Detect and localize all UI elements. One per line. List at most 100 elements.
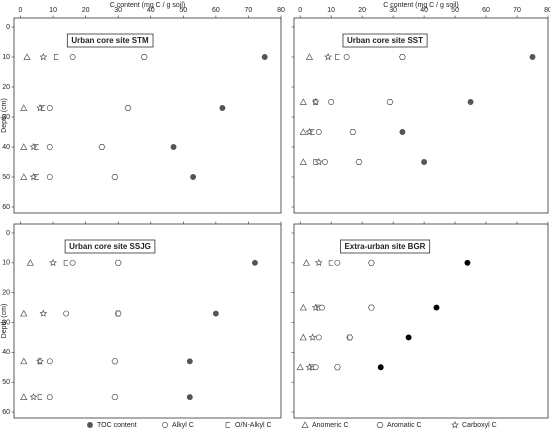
y-tick-label: 10 — [2, 260, 10, 267]
x-axis-label: C content (mg C / g soil) — [110, 2, 185, 9]
marker — [20, 173, 28, 180]
y-tick-label: 0 — [6, 24, 10, 31]
x-tick-label: 50 — [179, 7, 187, 14]
marker — [46, 174, 53, 180]
x-tick-label: 0 — [298, 7, 302, 14]
marker — [316, 304, 321, 311]
marker — [308, 333, 317, 341]
marker — [46, 358, 53, 365]
x-tick-label: 60 — [212, 7, 220, 14]
marker — [98, 144, 106, 150]
x-tick-label: 50 — [451, 7, 459, 14]
marker — [367, 259, 375, 266]
marker — [26, 259, 34, 266]
marker — [69, 259, 76, 266]
marker — [299, 158, 307, 165]
marker — [140, 54, 148, 60]
marker — [343, 54, 350, 60]
legend-label: Alkyl C — [172, 422, 194, 429]
y-axis-label: Depth (cm) — [1, 98, 8, 133]
marker — [305, 127, 314, 136]
marker — [296, 363, 304, 371]
marker — [377, 364, 384, 371]
plot-frame — [13, 223, 282, 419]
marker — [322, 159, 328, 165]
marker — [20, 393, 28, 400]
marker — [347, 334, 352, 341]
marker — [20, 104, 28, 111]
plot-frame — [293, 223, 549, 419]
marker — [114, 310, 122, 317]
panel-title: Urban core site STM — [71, 36, 149, 45]
x-tick-label: 70 — [513, 7, 521, 14]
marker — [186, 394, 193, 401]
marker — [328, 99, 335, 105]
marker — [37, 394, 43, 400]
marker — [311, 97, 320, 106]
x-tick-label: 30 — [114, 7, 122, 14]
x-tick-label: 80 — [277, 7, 285, 14]
marker — [464, 259, 471, 266]
marker — [20, 309, 28, 317]
marker — [398, 54, 406, 60]
marker — [219, 105, 226, 111]
marker — [301, 421, 309, 428]
marker — [170, 144, 177, 150]
y-tick-label: 50 — [2, 379, 10, 386]
y-tick-label: 60 — [2, 409, 10, 416]
x-axis-label: C content (mg C / g soil) — [383, 2, 458, 9]
marker — [333, 364, 341, 371]
marker — [433, 304, 440, 311]
marker — [20, 143, 28, 150]
title-box — [66, 33, 154, 48]
y-tick-label: 0 — [6, 230, 10, 237]
marker — [20, 357, 28, 365]
y-tick-label: 30 — [2, 319, 10, 326]
marker — [314, 258, 323, 267]
marker — [111, 358, 119, 365]
marker — [34, 144, 39, 150]
marker — [225, 422, 230, 428]
marker — [46, 394, 53, 401]
y-tick-label: 40 — [2, 144, 10, 151]
marker — [212, 310, 219, 317]
marker — [421, 159, 428, 165]
marker — [36, 103, 44, 112]
marker — [63, 259, 69, 266]
marker — [349, 129, 357, 135]
marker — [305, 363, 314, 371]
marker — [39, 309, 48, 317]
marker — [313, 159, 318, 165]
marker — [312, 364, 319, 371]
y-tick-label: 30 — [2, 114, 10, 121]
marker — [334, 259, 341, 266]
marker — [529, 54, 536, 60]
marker — [318, 304, 325, 311]
marker — [162, 422, 168, 428]
marker — [302, 259, 310, 266]
y-axis-label: Depth (cm) — [1, 304, 8, 339]
marker — [346, 334, 354, 341]
marker — [314, 157, 323, 166]
marker — [261, 54, 268, 60]
panel-title: Urban core site SST — [347, 36, 423, 45]
marker — [29, 172, 38, 181]
x-tick-label: 40 — [420, 7, 428, 14]
marker — [376, 422, 384, 428]
marker — [324, 52, 332, 61]
x-tick-label: 0 — [19, 7, 23, 14]
marker — [36, 357, 44, 365]
marker — [315, 334, 322, 341]
marker — [114, 259, 122, 266]
marker — [115, 310, 121, 317]
x-tick-label: 10 — [49, 7, 57, 14]
x-tick-label: 20 — [82, 7, 90, 14]
marker — [386, 99, 394, 105]
marker — [399, 129, 406, 135]
y-tick-label: 40 — [2, 349, 10, 356]
x-tick-label: 30 — [389, 7, 397, 14]
y-tick-label: 60 — [2, 204, 10, 211]
x-tick-label: 40 — [147, 7, 155, 14]
marker — [355, 159, 363, 165]
